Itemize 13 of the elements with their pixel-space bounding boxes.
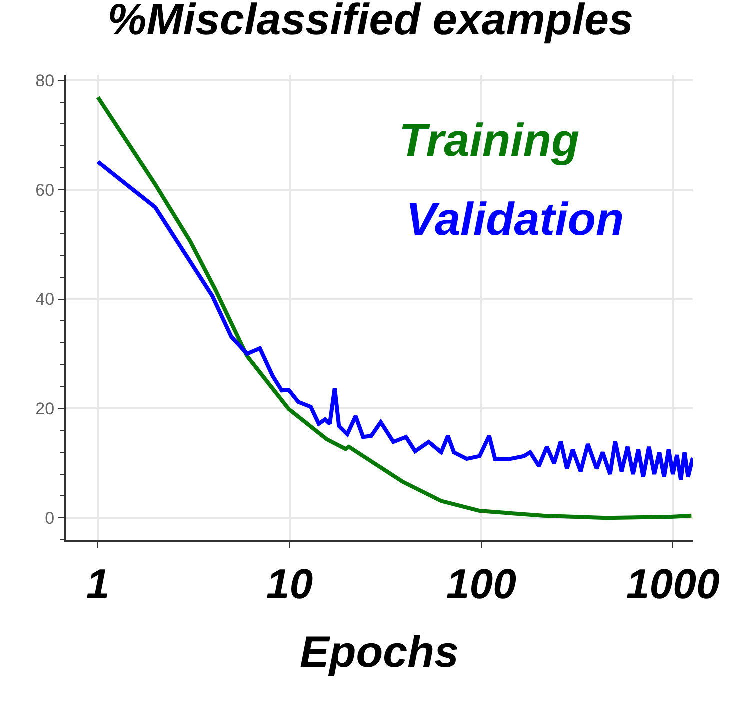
x-tick-label: 100 — [446, 560, 516, 608]
x-axis-title: Epochs — [300, 628, 459, 678]
y-tick-label: 80 — [36, 71, 55, 90]
y-tick-label: 60 — [36, 180, 55, 200]
y-tick-label: 40 — [36, 290, 55, 310]
text: Training — [399, 114, 580, 166]
x-tick-label: 10 — [266, 560, 314, 608]
y-tick-label: 0 — [45, 509, 55, 528]
text: Validation — [406, 193, 624, 245]
y-tick-label: 20 — [36, 400, 55, 419]
chart-title: %Misclassified examples — [108, 0, 634, 44]
x-tick-label: 1000 — [626, 560, 720, 608]
x-tick-label: 1 — [86, 560, 110, 608]
